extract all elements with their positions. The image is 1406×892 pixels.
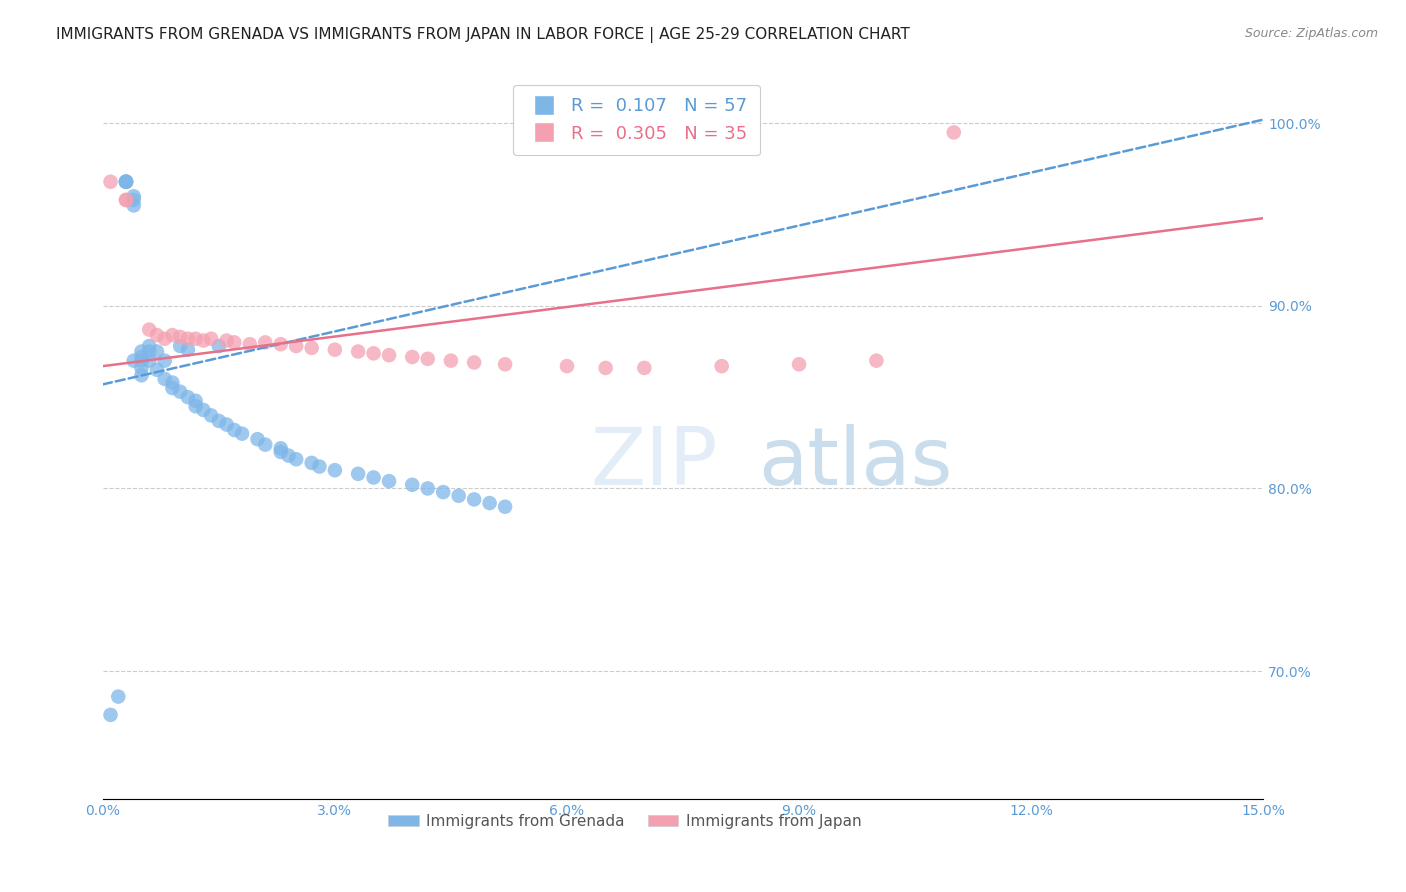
Point [131,368,153,383]
Point [100,175,122,189]
Point [270,442,292,456]
Point [200,409,222,423]
Text: IMMIGRANTS FROM GRENADA VS IMMIGRANTS FROM JAPAN IN LABOR FORCE | AGE 25-29 CORR: IMMIGRANTS FROM GRENADA VS IMMIGRANTS FR… [56,27,910,43]
Legend: Immigrants from Grenada, Immigrants from Japan: Immigrants from Grenada, Immigrants from… [382,808,868,835]
Point [153,332,176,346]
Point [184,393,207,408]
Point [162,376,184,390]
Text: Source: ZipAtlas.com: Source: ZipAtlas.com [1244,27,1378,40]
Point [301,456,323,470]
Point [432,485,454,500]
Point [122,353,145,368]
Point [239,337,262,351]
Point [323,463,346,477]
Point [494,357,516,371]
Point [107,690,129,704]
Point [347,344,370,359]
Point [153,353,176,368]
Point [463,492,485,507]
Point [270,445,292,459]
Point [494,500,516,514]
Point [169,384,191,399]
Point [146,363,169,377]
Point [115,175,138,189]
Point [115,193,138,207]
Point [162,328,184,343]
Point [787,357,810,371]
Point [478,496,501,510]
Point [633,360,655,375]
Point [285,339,308,353]
Point [246,432,269,446]
Point [193,403,215,417]
Point [416,351,439,366]
Point [401,350,423,364]
Point [285,452,308,467]
Point [378,348,401,362]
Point [231,426,253,441]
Point [208,339,231,353]
Point [122,198,145,212]
Point [100,707,122,722]
Point [177,343,200,357]
Point [131,360,153,375]
Point [277,449,299,463]
Point [270,337,292,351]
Point [347,467,370,481]
Point [215,334,238,348]
Point [595,360,617,375]
Point [193,334,215,348]
Point [254,335,277,350]
Text: ZIP: ZIP [591,424,717,502]
Point [447,489,470,503]
Point [200,332,222,346]
Point [215,417,238,432]
Point [254,437,277,451]
Point [115,175,138,189]
Point [177,390,200,404]
Point [115,175,138,189]
Point [115,193,138,207]
Text: atlas: atlas [758,424,953,502]
Point [224,335,246,350]
Point [401,477,423,491]
Point [942,125,965,139]
Point [122,189,145,203]
Point [440,353,463,368]
Point [224,423,246,437]
Point [153,372,176,386]
Point [169,330,191,344]
Point [131,344,153,359]
Point [301,341,323,355]
Point [138,353,160,368]
Point [378,474,401,488]
Point [169,339,191,353]
Point [177,332,200,346]
Point [323,343,346,357]
Point [184,399,207,413]
Point [308,459,330,474]
Point [363,346,385,360]
Point [122,193,145,207]
Point [138,344,160,359]
Point [131,353,153,368]
Point [184,332,207,346]
Point [115,175,138,189]
Point [131,350,153,364]
Point [363,470,385,484]
Point [710,359,733,373]
Point [146,328,169,343]
Point [162,381,184,395]
Point [138,323,160,337]
Point [416,482,439,496]
Point [208,414,231,428]
Point [555,359,578,373]
Point [138,339,160,353]
Point [463,355,485,369]
Point [146,344,169,359]
Point [865,353,887,368]
